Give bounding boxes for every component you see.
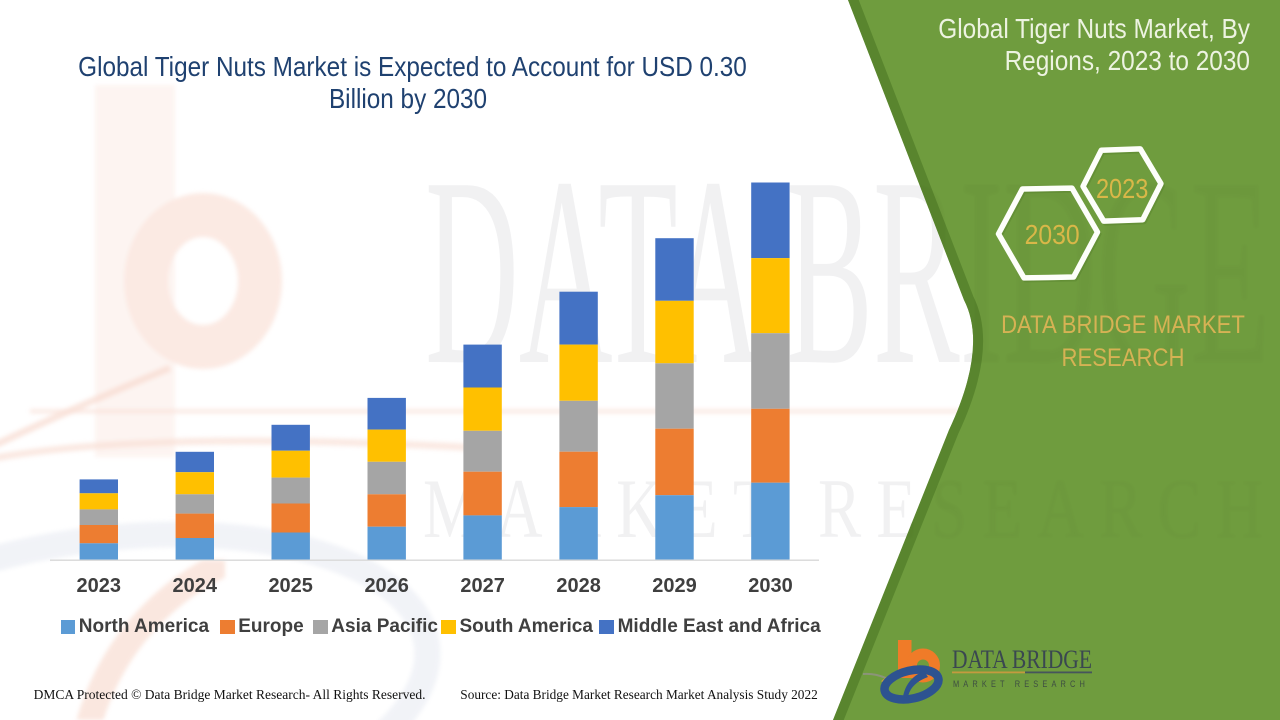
svg-text:MARKET RESEARCH: MARKET RESEARCH [953, 679, 1089, 689]
svg-text:DATA BRIDGE: DATA BRIDGE [952, 645, 1092, 674]
